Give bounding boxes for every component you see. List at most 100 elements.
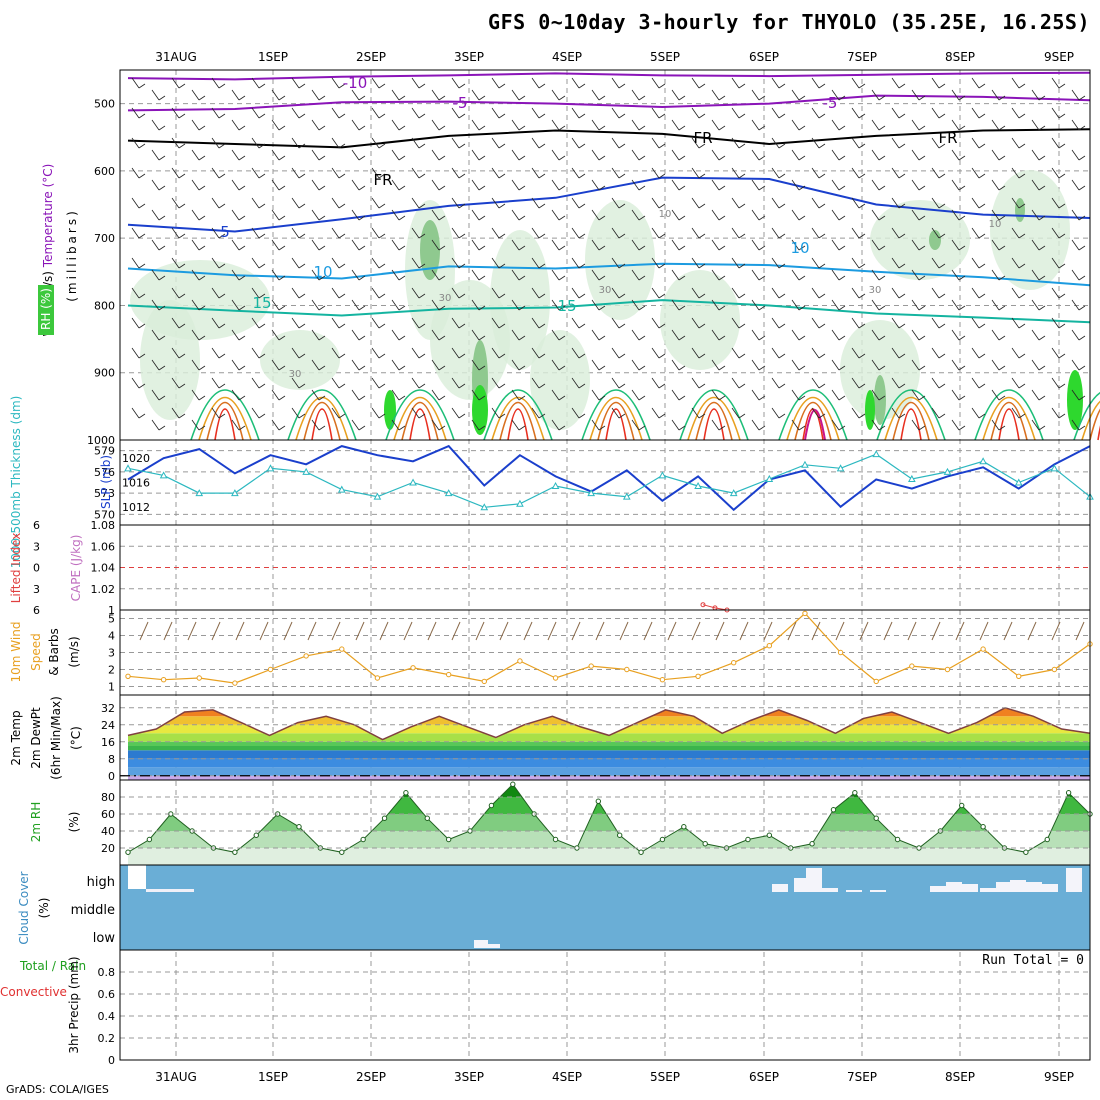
warm-layer-arch — [409, 408, 431, 441]
wind-barb — [411, 317, 420, 329]
wind-barb — [411, 137, 420, 149]
wind-barb — [458, 413, 466, 419]
wind-barb — [1031, 149, 1040, 161]
wind-barb — [278, 305, 286, 311]
rh-point — [980, 824, 986, 830]
wind-barb — [1078, 95, 1086, 101]
wind-barb — [191, 389, 200, 401]
wind-barb — [638, 305, 646, 311]
wind-barb — [418, 353, 426, 359]
wind-barb — [551, 149, 560, 161]
wind-barb — [911, 389, 920, 401]
rh-point — [659, 836, 666, 843]
wind-barb — [958, 425, 966, 431]
temp-band — [128, 767, 1090, 776]
wind-barb — [351, 119, 360, 131]
cape-point — [700, 602, 706, 608]
wind-barb — [891, 227, 900, 239]
surface-wind-barb — [883, 621, 893, 641]
wind-barb — [798, 335, 806, 341]
wind-barb — [518, 155, 526, 161]
thickness-line — [127, 453, 1091, 508]
wind-barb — [1058, 233, 1066, 239]
wind-barb — [918, 95, 926, 101]
contour-label: -5 — [823, 94, 838, 112]
warm-layer-arch — [1081, 400, 1100, 441]
wind-barb — [331, 347, 340, 359]
wind-barb — [758, 155, 766, 161]
wind-barb — [371, 137, 380, 149]
wind-barb — [1031, 119, 1040, 131]
wind-barb — [918, 125, 926, 131]
wind-barb — [638, 365, 646, 371]
warm-layer-arch — [794, 402, 832, 441]
wind-barb — [411, 377, 420, 389]
wind-barb — [971, 107, 980, 119]
temp-band — [128, 750, 1090, 759]
wind-barb — [471, 329, 480, 341]
wind-barb — [798, 305, 806, 311]
wind-barb — [851, 317, 860, 329]
wind-barb — [731, 77, 740, 89]
wind-barb — [798, 215, 806, 221]
wind-barb — [458, 353, 466, 359]
wind-barb — [458, 113, 466, 119]
wind-barb — [498, 263, 506, 269]
rh-point — [296, 824, 302, 830]
warm-layer-arch — [385, 389, 455, 441]
wind-barb — [138, 413, 146, 419]
slp-tick-label: 1012 — [122, 501, 150, 514]
wind-barb — [178, 263, 186, 269]
wind-barb — [618, 83, 626, 89]
wind-barb — [891, 377, 900, 389]
rh-shade-high — [929, 230, 941, 250]
surface-wind-barb — [403, 621, 413, 641]
wind-barb — [1058, 323, 1066, 329]
wind-barb — [911, 269, 920, 281]
wind-barb — [378, 383, 386, 389]
wind-barb — [898, 413, 906, 419]
wind-barb — [731, 167, 740, 179]
wind-barb — [471, 149, 480, 161]
wind-barb — [638, 155, 646, 161]
wind-barb — [398, 95, 406, 101]
wind-barb — [771, 347, 780, 359]
wind-barb — [851, 137, 860, 149]
wind-barb — [611, 77, 620, 89]
date-label-bottom: 2SEP — [356, 1070, 386, 1084]
wind-barb — [831, 299, 840, 311]
wind-barb — [958, 95, 966, 101]
wind-barb — [891, 407, 900, 419]
wind-barb — [978, 233, 986, 239]
wind-barb — [998, 95, 1006, 101]
wind-barb — [971, 377, 980, 389]
wind-barb — [1018, 233, 1026, 239]
wind-barb — [511, 179, 520, 191]
wind-barb — [311, 239, 320, 251]
wind-barb — [378, 293, 386, 299]
wind-barb — [578, 173, 586, 179]
wind-barb — [978, 353, 986, 359]
wind-barb — [858, 413, 866, 419]
wind-barb — [178, 173, 186, 179]
wind-barb — [1018, 143, 1026, 149]
wind-barb — [618, 113, 626, 119]
wind-barb — [518, 305, 526, 311]
wind-barb — [398, 155, 406, 161]
warm-layer-arch — [703, 408, 725, 441]
wind-barb — [811, 107, 820, 119]
wind-barb — [358, 155, 366, 161]
rh-shade — [585, 200, 655, 320]
wind-barb — [351, 419, 360, 431]
millibars-label: (millibars) — [65, 208, 79, 302]
warm-layer-arch — [581, 389, 651, 441]
wind-barb — [398, 275, 406, 281]
wind-barb — [358, 185, 366, 191]
wind-barb — [811, 377, 820, 389]
wind-barb — [831, 329, 840, 341]
wind-barb — [518, 395, 526, 401]
wind-barb — [378, 143, 386, 149]
temp-units-label: (°C) — [69, 726, 83, 750]
wind-barb — [778, 173, 786, 179]
wind-barb — [771, 257, 780, 269]
